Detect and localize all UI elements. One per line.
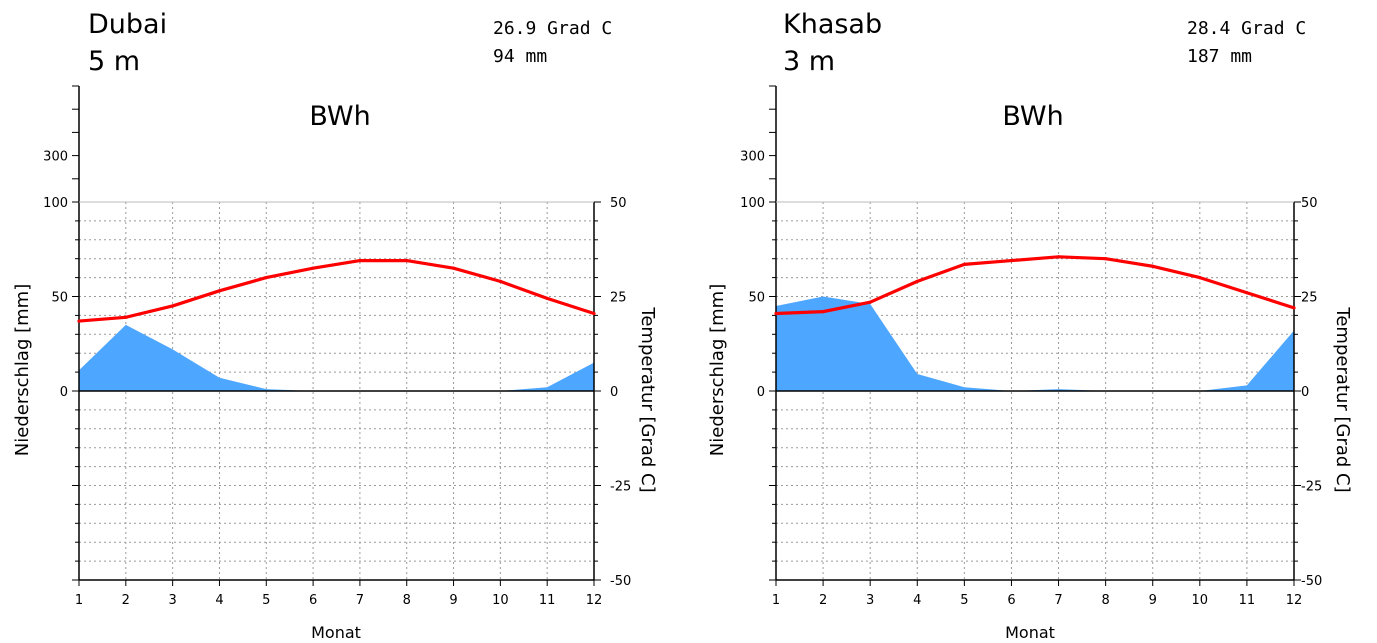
temperature-point xyxy=(915,279,919,283)
x-tick-label: 6 xyxy=(309,593,317,608)
station-elevation: 5 m xyxy=(88,46,140,77)
climate-classification: BWh xyxy=(1002,101,1063,132)
right-tick-label: 25 xyxy=(610,291,627,306)
y-axis-right-title: Temperatur [Grad C] xyxy=(637,306,658,492)
station-name: Khasab xyxy=(783,9,882,40)
climate-chart-khasab: Khasab 3 m 28.4 Grad C 187 mm BWh Nieder… xyxy=(707,9,1353,642)
temperature-point xyxy=(1009,258,1014,263)
x-tick-label: 1 xyxy=(75,593,83,608)
x-tick-label: 10 xyxy=(492,593,509,608)
temperature-point xyxy=(592,311,596,316)
annual-temperature: 28.4 Grad C xyxy=(1187,18,1306,39)
left-tick-label: 100 xyxy=(43,196,68,211)
x-tick-label: 9 xyxy=(449,593,457,608)
temperature-point xyxy=(1198,276,1202,280)
temperature-point xyxy=(451,266,456,270)
x-tick-label: 8 xyxy=(1101,593,1109,608)
axes xyxy=(769,85,1301,586)
grid xyxy=(78,201,595,581)
x-tick-label: 9 xyxy=(1149,593,1157,608)
temperature-point xyxy=(1056,255,1061,259)
x-tick-label: 12 xyxy=(1286,593,1303,608)
right-tick-label: -50 xyxy=(1301,574,1322,589)
temperature-line xyxy=(78,258,595,323)
x-tick-label: 11 xyxy=(1239,593,1256,608)
right-tick-label: 25 xyxy=(1301,291,1318,306)
temperature-point xyxy=(1104,257,1108,261)
temperature-point xyxy=(821,310,825,314)
temperature-point xyxy=(77,319,81,323)
x-axis-title: Monat xyxy=(311,623,361,642)
right-tick-label: 50 xyxy=(610,196,627,211)
x-tick-label: 10 xyxy=(1192,593,1209,608)
x-tick-label: 2 xyxy=(122,593,130,608)
temperature-point xyxy=(962,262,966,266)
temperature-point xyxy=(774,311,778,316)
temperature-point xyxy=(358,258,362,263)
station-name: Dubai xyxy=(88,9,167,40)
temperature-point xyxy=(124,315,128,319)
temperature-point xyxy=(217,289,222,293)
y-axis-left-title: Niederschlag [mm] xyxy=(707,284,728,456)
climate-chart-dubai: Dubai 5 m 26.9 Grad C 94 mm BWh Niedersc… xyxy=(12,9,658,642)
annual-temperature: 26.9 Grad C xyxy=(493,18,612,39)
right-tick-label: -25 xyxy=(610,480,631,495)
x-tick-label: 4 xyxy=(913,593,921,608)
temperature-point xyxy=(868,300,872,304)
x-tick-label: 5 xyxy=(960,593,968,608)
temperature-point xyxy=(264,276,268,280)
x-tick-label: 11 xyxy=(539,593,556,608)
annual-precipitation: 187 mm xyxy=(1187,46,1252,67)
x-tick-label: 5 xyxy=(262,593,270,608)
x-tick-label: 4 xyxy=(215,593,223,608)
x-tick-label: 12 xyxy=(586,593,603,608)
left-tick-label: 300 xyxy=(740,150,765,165)
x-tick-label: 3 xyxy=(866,593,874,608)
x-tick-label: 6 xyxy=(1007,593,1015,608)
right-tick-label: 50 xyxy=(1301,196,1318,211)
x-tick-label: 3 xyxy=(168,593,176,608)
y-axis-left-title: Niederschlag [mm] xyxy=(12,284,33,456)
axes xyxy=(72,85,601,586)
temperature-point xyxy=(498,279,502,283)
temperature-point xyxy=(171,304,175,308)
temperature-point xyxy=(545,296,549,300)
right-tick-label: 0 xyxy=(1301,385,1309,400)
x-tick-label: 7 xyxy=(356,593,364,608)
left-tick-label: 0 xyxy=(757,385,765,400)
temperature-point xyxy=(1245,291,1249,295)
temperature-point xyxy=(1151,264,1155,268)
right-tick-label: 0 xyxy=(610,385,618,400)
x-tick-label: 8 xyxy=(403,593,411,608)
temperature-point xyxy=(311,266,315,270)
x-axis-title: Monat xyxy=(1005,623,1055,642)
left-tick-label: 50 xyxy=(51,291,68,306)
precipitation-area xyxy=(79,324,594,391)
temperature-point xyxy=(405,258,409,263)
right-tick-label: -25 xyxy=(1301,480,1322,495)
left-tick-label: 50 xyxy=(748,291,765,306)
station-elevation: 3 m xyxy=(783,46,835,77)
temperature-point xyxy=(1292,306,1296,310)
x-tick-label: 7 xyxy=(1054,593,1062,608)
left-tick-label: 0 xyxy=(60,385,68,400)
x-tick-label: 2 xyxy=(819,593,827,608)
x-tick-label: 1 xyxy=(772,593,780,608)
temperature-line xyxy=(775,255,1295,316)
left-tick-label: 100 xyxy=(740,196,765,211)
annual-precipitation: 94 mm xyxy=(493,46,547,67)
precipitation-area xyxy=(776,296,1294,391)
right-tick-label: -50 xyxy=(610,574,631,589)
y-axis-right-title: Temperatur [Grad C] xyxy=(1332,306,1353,492)
left-tick-label: 300 xyxy=(43,150,68,165)
climate-classification: BWh xyxy=(309,101,370,132)
